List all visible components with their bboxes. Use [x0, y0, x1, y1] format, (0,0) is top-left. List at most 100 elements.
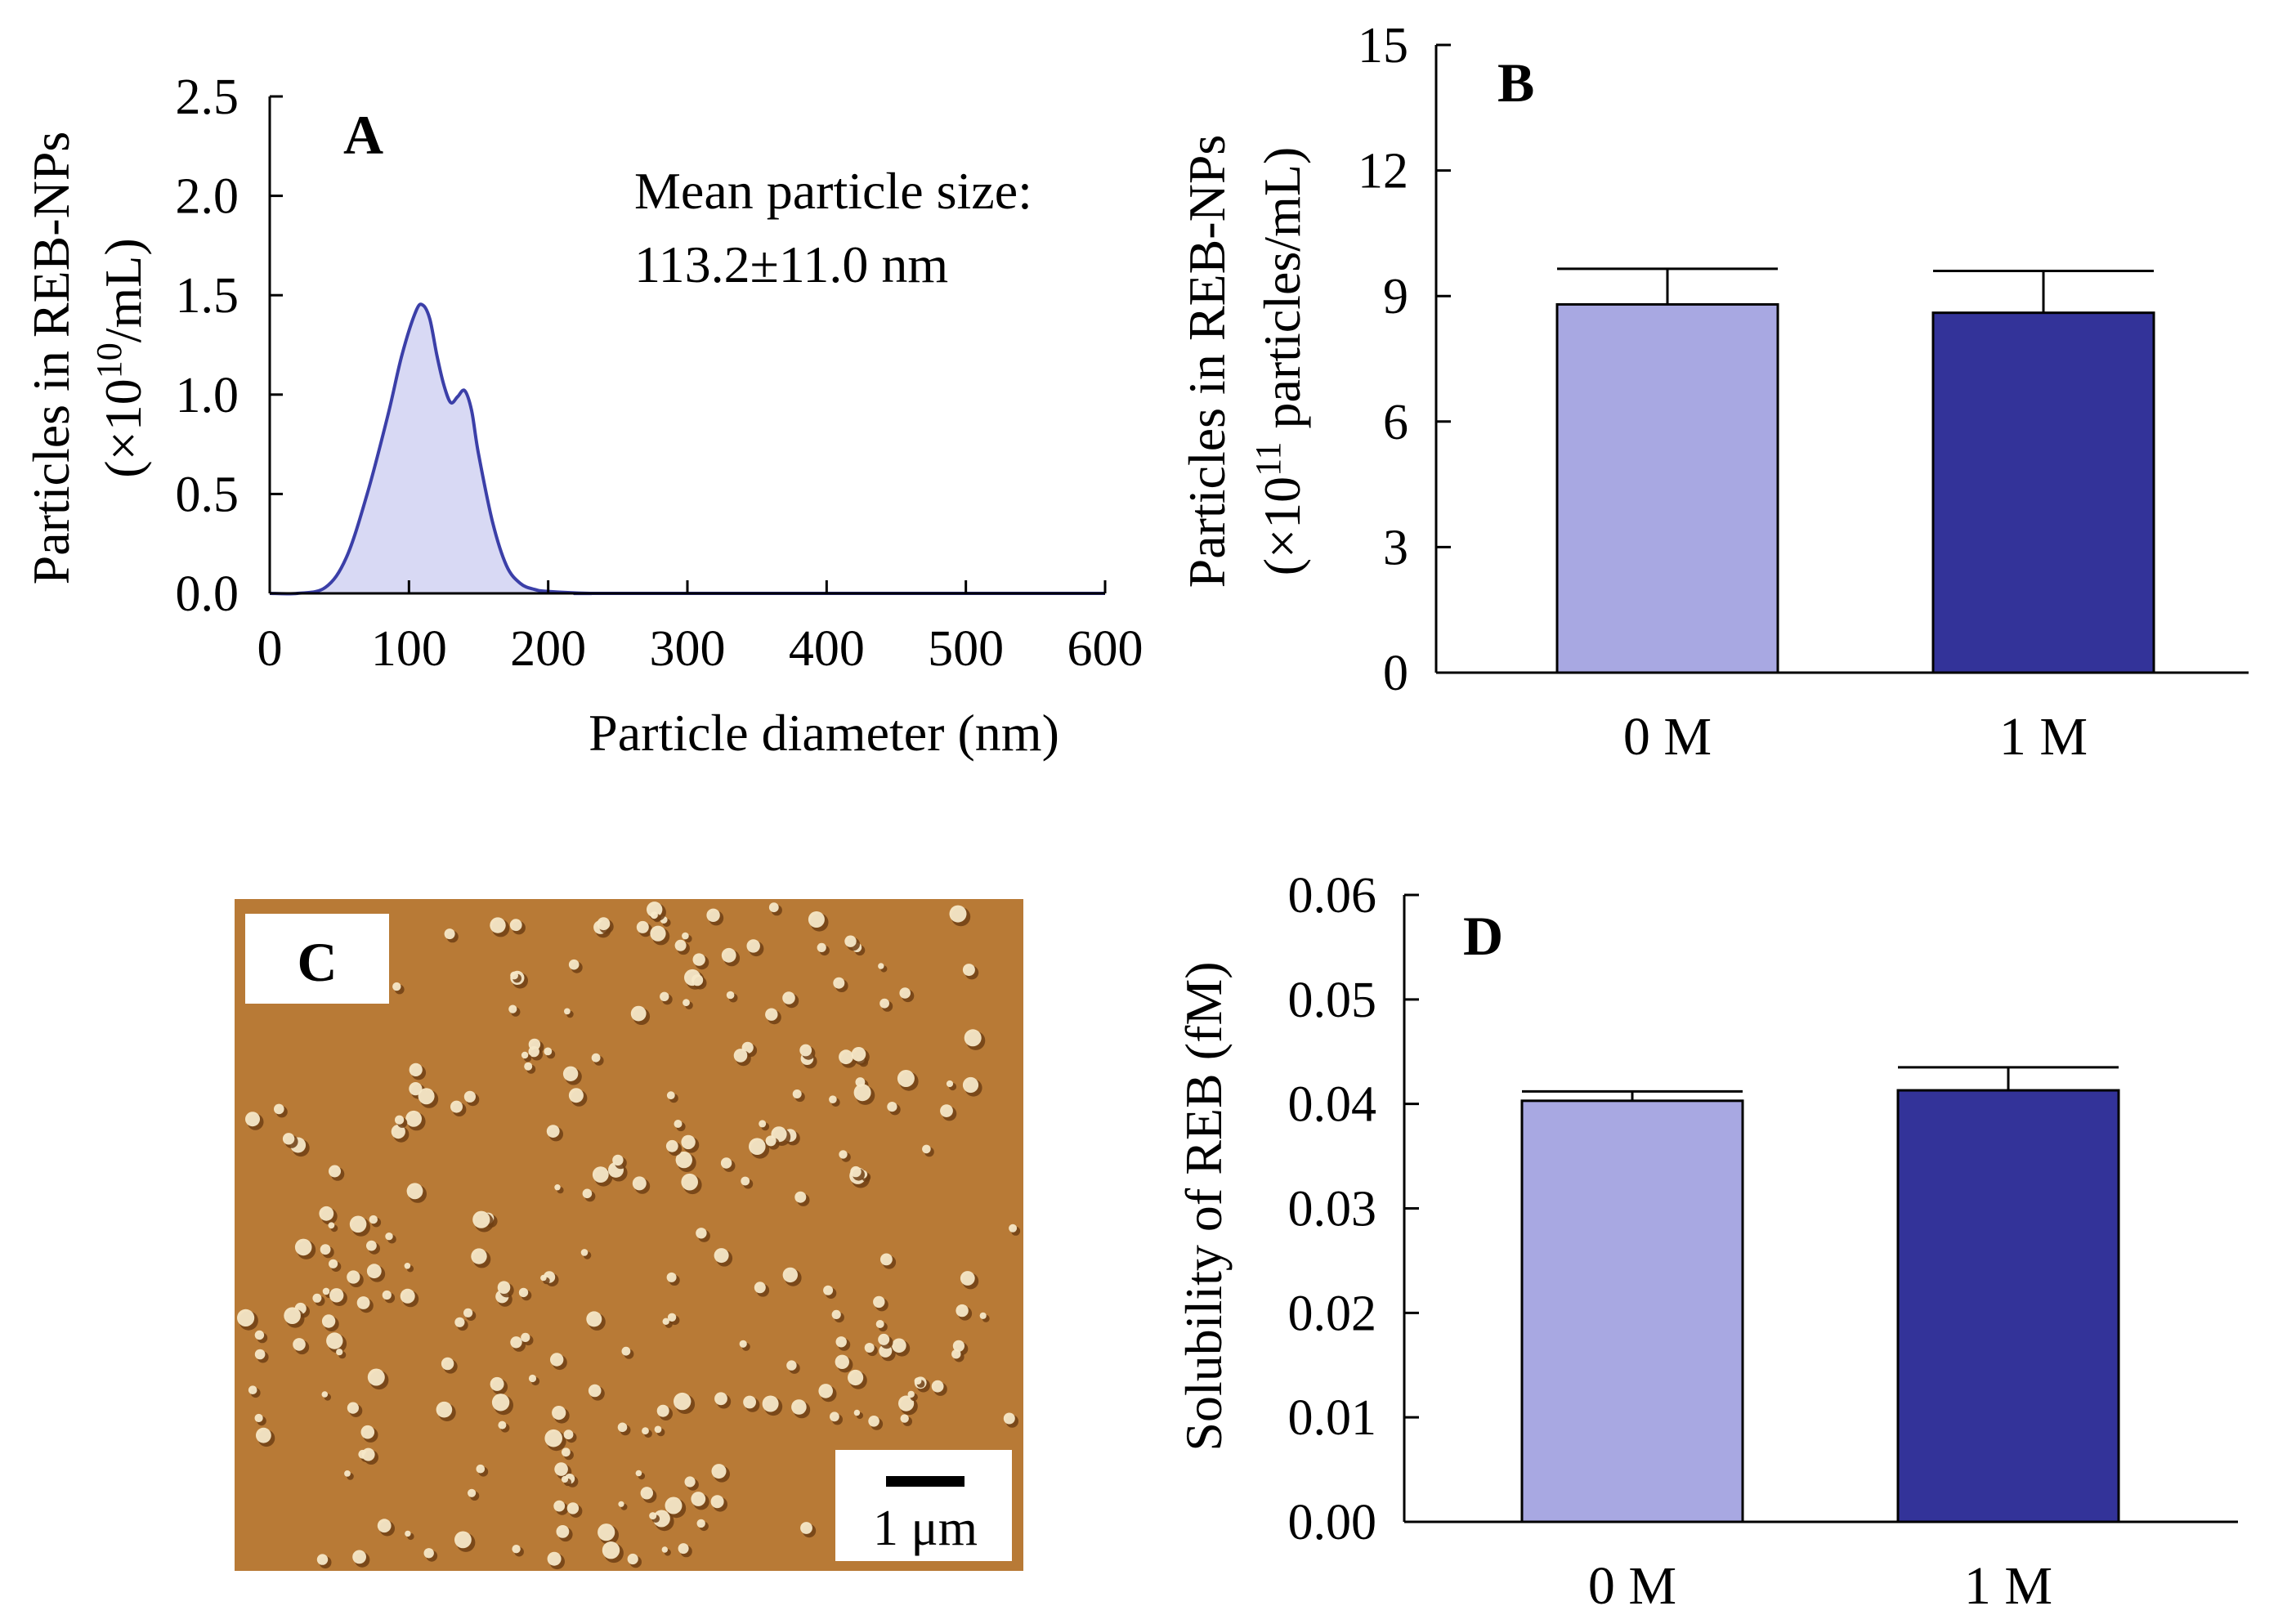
afm-particle	[554, 1184, 561, 1191]
afm-particle	[949, 905, 967, 923]
afm-particle	[650, 925, 666, 942]
afm-particle	[366, 1240, 377, 1251]
afm-particle	[879, 998, 889, 1009]
afm-particle	[661, 1546, 668, 1553]
afm-particle	[336, 1349, 343, 1356]
afm-particle	[848, 1369, 864, 1386]
afm-particle	[618, 1501, 624, 1507]
afm-particle	[450, 1100, 463, 1113]
afm-particle	[568, 959, 580, 970]
afm-particle	[743, 1395, 756, 1409]
afm-particle	[347, 1402, 359, 1414]
afm-particle	[274, 1103, 284, 1115]
panel-b-axes: 0 3 6 9 12 15	[1358, 18, 2249, 701]
afm-particle	[293, 1338, 306, 1351]
afm-particle	[546, 1125, 560, 1138]
panel-a-x-tick-label: 600	[1067, 621, 1144, 677]
scale-bar	[886, 1476, 964, 1487]
panel-c-afm-image: C 1 μm	[235, 899, 1023, 1571]
panel-a-chart: 0.00.51.01.52.02.50 100 200 300 400 500 600 A …	[22, 69, 1144, 762]
afm-particle	[360, 1425, 375, 1439]
d-y-tick-label: 0.05	[1288, 973, 1377, 1028]
panel-b-y-axis-label-line2: (×1011 particles/mL)	[1248, 147, 1311, 576]
panel-a-y-tick-label: 1.0	[176, 368, 239, 423]
afm-particle	[649, 1512, 657, 1520]
afm-particle	[521, 1332, 530, 1342]
afm-particle	[850, 1165, 862, 1178]
afm-particle	[580, 1249, 589, 1256]
afm-particle	[647, 901, 663, 918]
afm-particle	[316, 1554, 329, 1565]
afm-particle	[550, 1353, 564, 1367]
d-y-tick-label: 0.02	[1288, 1286, 1377, 1341]
afm-particle	[951, 1349, 961, 1359]
afm-particle	[356, 1296, 370, 1309]
afm-particle	[444, 928, 455, 940]
afm-particle	[528, 1045, 539, 1058]
afm-particle	[540, 1274, 547, 1282]
d-y-tick-label: 0.04	[1288, 1077, 1377, 1133]
afm-particle	[406, 1183, 423, 1200]
panel-a-y-tick-label: 1.5	[176, 268, 239, 324]
d-category-label: 1 M	[1964, 1556, 2052, 1616]
afm-particle	[329, 1165, 341, 1178]
afm-particle	[674, 1392, 691, 1411]
afm-particle	[509, 919, 522, 932]
afm-particle	[321, 1314, 336, 1328]
afm-particle	[512, 1545, 521, 1554]
afm-particle	[562, 1066, 579, 1082]
afm-particle	[554, 1462, 568, 1476]
panel-a-x-tick-label: 200	[510, 621, 586, 677]
afm-particle	[491, 1394, 510, 1411]
afm-particle	[632, 1176, 647, 1191]
afm-particle	[553, 1500, 566, 1512]
panel-a-x-tick-label: 400	[789, 621, 865, 677]
afm-particle	[898, 1395, 915, 1411]
afm-particle	[588, 1384, 602, 1398]
afm-particle	[714, 1248, 729, 1264]
panel-d-chart: 0 M 1 M 0.00 0.01 0.02 0.03 0.04 0.05 0.06 D So…	[1175, 868, 2238, 1616]
afm-particle	[692, 953, 705, 966]
afm-particle	[1003, 1412, 1015, 1425]
afm-particle	[497, 1281, 511, 1294]
afm-particle	[956, 1304, 969, 1318]
afm-particle	[749, 1138, 766, 1155]
afm-particle	[361, 1447, 375, 1461]
afm-particle	[284, 1307, 301, 1324]
afm-particle	[510, 1336, 522, 1349]
afm-particle	[329, 1288, 344, 1303]
afm-particle	[691, 1492, 706, 1506]
afm-particle	[328, 1222, 335, 1229]
afm-particle	[873, 1295, 885, 1309]
b-category-label: 1 M	[1999, 707, 2088, 767]
afm-particle	[476, 1464, 486, 1474]
afm-particle	[441, 1357, 454, 1371]
afm-particle	[612, 1154, 624, 1166]
afm-particle	[544, 1429, 562, 1447]
afm-particle	[678, 1543, 689, 1555]
afm-particle	[946, 1080, 954, 1088]
afm-particle	[839, 1150, 848, 1159]
afm-particle	[674, 939, 687, 951]
afm-particle	[627, 1553, 638, 1565]
afm-particle	[602, 1541, 620, 1559]
afm-particle	[586, 1311, 602, 1327]
panel-a-y-tick-label: 0.0	[176, 566, 239, 622]
afm-particle	[839, 1049, 853, 1065]
afm-particle	[823, 1285, 834, 1295]
afm-particle	[940, 1104, 953, 1117]
panel-a-y-axis-label-line1: Particles in REB-NPs	[22, 132, 80, 585]
afm-particle	[914, 1377, 922, 1385]
afm-particle	[962, 1076, 979, 1094]
d-y-tick-label: 0.00	[1288, 1495, 1377, 1550]
afm-particle	[544, 1047, 553, 1056]
panel-a-label: A	[343, 104, 383, 166]
b-y-tick-label: 15	[1358, 18, 1408, 74]
afm-particle	[681, 1134, 696, 1150]
afm-particle	[468, 1488, 477, 1497]
afm-particle	[853, 1084, 871, 1102]
afm-particle	[833, 977, 845, 989]
afm-particle	[711, 1464, 727, 1479]
afm-particle	[830, 1411, 839, 1422]
